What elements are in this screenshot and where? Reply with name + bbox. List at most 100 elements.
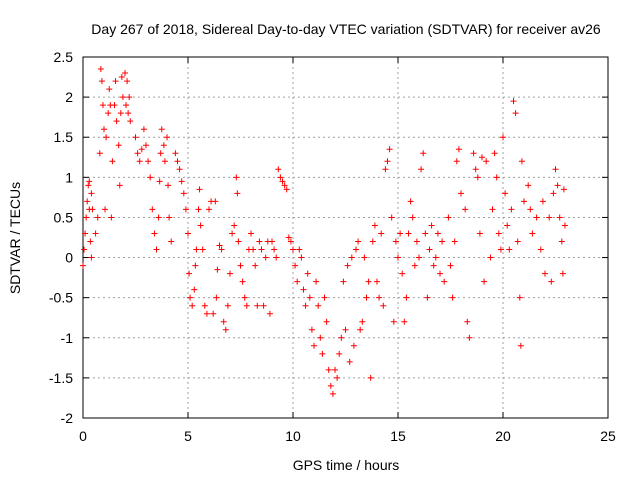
- data-point: [296, 246, 303, 253]
- data-point: [422, 230, 429, 237]
- x-tick-label: 20: [495, 428, 511, 444]
- data-point: [231, 222, 238, 229]
- data-point: [365, 278, 372, 285]
- data-point: [260, 302, 267, 309]
- data-point: [84, 198, 91, 205]
- data-point: [346, 358, 353, 365]
- data-point: [512, 110, 519, 117]
- x-tick-label: 5: [184, 428, 192, 444]
- data-point: [302, 302, 309, 309]
- data-point: [411, 262, 418, 269]
- data-point: [537, 246, 544, 253]
- data-point: [308, 326, 315, 333]
- data-point: [483, 158, 490, 165]
- data-point: [353, 246, 359, 253]
- data-point: [479, 154, 485, 161]
- data-point: [462, 206, 469, 213]
- data-point: [96, 150, 103, 157]
- data-point: [546, 214, 553, 221]
- data-point: [88, 254, 95, 261]
- data-point: [510, 98, 517, 105]
- data-point: [560, 186, 567, 193]
- data-point: [527, 206, 534, 213]
- data-point: [559, 270, 566, 277]
- data-point: [127, 118, 134, 125]
- data-point: [105, 110, 112, 117]
- data-point: [283, 186, 290, 193]
- data-point: [376, 294, 383, 301]
- data-point: [317, 334, 324, 341]
- data-point: [160, 142, 167, 149]
- data-point: [112, 78, 119, 85]
- data-point: [138, 146, 145, 153]
- data-point: [132, 134, 139, 141]
- data-point: [197, 222, 204, 229]
- data-point: [156, 178, 163, 185]
- data-point: [195, 206, 202, 213]
- data-point: [390, 318, 397, 325]
- data-point: [516, 294, 523, 301]
- data-point: [453, 158, 460, 165]
- data-point: [424, 294, 431, 301]
- data-point: [273, 254, 280, 261]
- data-point: [174, 158, 181, 165]
- data-point: [111, 102, 118, 109]
- data-point: [294, 278, 301, 285]
- data-point: [357, 326, 364, 333]
- data-point: [378, 230, 385, 237]
- data-point: [369, 238, 376, 245]
- data-point: [455, 146, 462, 153]
- data-point: [311, 342, 317, 349]
- data-point: [136, 158, 143, 165]
- data-point: [80, 262, 86, 269]
- data-point: [243, 302, 250, 309]
- data-point: [258, 246, 265, 253]
- y-tick-label: 0.5: [54, 209, 74, 225]
- data-point: [321, 294, 328, 301]
- data-point: [87, 238, 94, 245]
- y-tick-label: 0: [65, 250, 73, 266]
- data-point: [508, 206, 515, 213]
- data-point: [367, 374, 374, 381]
- data-point: [420, 150, 427, 157]
- data-point: [556, 214, 563, 221]
- data-point: [388, 214, 395, 221]
- grid-lines: [83, 57, 608, 418]
- data-point: [269, 238, 275, 245]
- data-point: [89, 206, 96, 213]
- data-point: [149, 206, 156, 213]
- data-point: [196, 186, 203, 193]
- data-point: [233, 174, 240, 181]
- data-point: [191, 286, 198, 293]
- data-point: [165, 182, 172, 189]
- x-tick-label: 15: [390, 428, 406, 444]
- data-point: [101, 126, 107, 133]
- data-point: [497, 246, 504, 253]
- data-point: [235, 238, 242, 245]
- data-point: [185, 230, 191, 237]
- data-point: [229, 230, 236, 237]
- plot-frame: [82, 56, 609, 419]
- data-point: [117, 110, 124, 117]
- data-point: [155, 214, 162, 221]
- data-point: [108, 214, 115, 221]
- data-point: [325, 366, 332, 373]
- data-points: [80, 66, 568, 397]
- data-point: [201, 302, 208, 309]
- data-point: [145, 158, 152, 165]
- data-point: [384, 158, 391, 165]
- data-point: [125, 110, 132, 117]
- data-point: [187, 294, 194, 301]
- data-point: [285, 234, 292, 241]
- data-point: [458, 190, 464, 197]
- x-axis-label: GPS time / hours: [293, 457, 400, 473]
- data-point: [329, 390, 336, 397]
- data-point: [445, 214, 452, 221]
- data-point: [158, 126, 165, 133]
- data-point: [361, 254, 368, 261]
- data-point: [380, 302, 387, 309]
- data-point: [178, 178, 185, 185]
- data-point: [94, 214, 101, 221]
- data-point: [539, 198, 546, 205]
- data-point: [99, 102, 106, 109]
